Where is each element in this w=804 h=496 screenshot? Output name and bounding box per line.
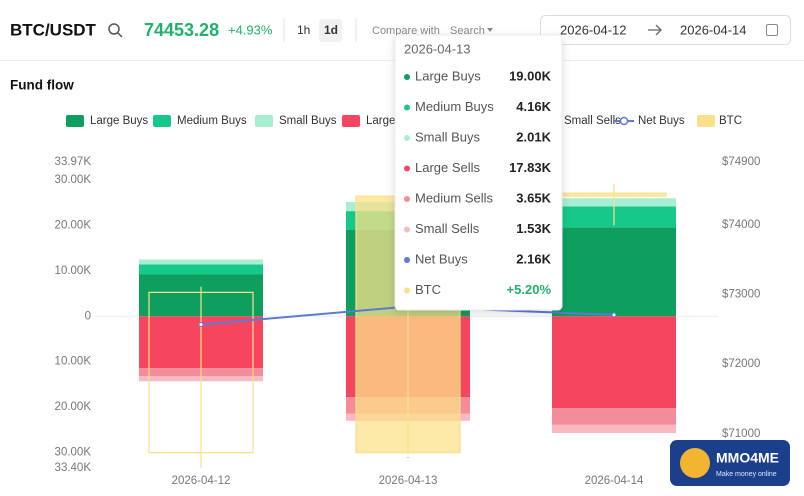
y2-tick-label: $74000 xyxy=(722,219,760,231)
tooltip-name: Medium Buys xyxy=(415,99,494,114)
search-icon[interactable] xyxy=(108,23,120,35)
tooltip-dot xyxy=(404,226,410,233)
end-date[interactable]: 2026-04-14 xyxy=(680,22,747,37)
search-icon-handle xyxy=(117,32,123,38)
legend-label: Medium Buys xyxy=(177,115,247,127)
price-change: +4.93% xyxy=(228,22,273,37)
y2-tick-label: $73000 xyxy=(722,288,760,300)
interval-active-bg xyxy=(319,19,342,42)
tooltip-dot xyxy=(404,196,410,202)
bar-segment xyxy=(139,264,263,275)
date-range[interactable] xyxy=(540,15,791,45)
watermark: MMO4ME Make money online xyxy=(670,440,790,486)
legend-label: Small Sells xyxy=(564,115,621,127)
tooltip-value: 4.16K xyxy=(516,99,551,114)
tooltip-name: Large Buys xyxy=(415,68,481,83)
compare-label: Compare with xyxy=(372,25,440,37)
y-tick-label: 20.00K xyxy=(55,401,92,413)
tooltip-value: 19.00K xyxy=(509,68,552,83)
tooltip-dot xyxy=(404,257,410,263)
y-tick-label: 33.40K xyxy=(55,462,92,474)
y-tick-label: 10.00K xyxy=(55,265,92,277)
y-tick-label: 20.00K xyxy=(55,219,92,231)
legend-label: Large Buys xyxy=(90,115,148,127)
watermark-title: MMO4ME xyxy=(716,450,779,466)
section-title: Fund flow xyxy=(10,78,74,93)
tooltip-dot xyxy=(404,104,410,111)
y2-tick-label: $72000 xyxy=(722,358,760,370)
x-tick-label: 2026-04-12 xyxy=(172,475,231,487)
candle-body xyxy=(148,291,254,454)
tooltip-value: +5.20% xyxy=(507,282,552,297)
tooltip-name: Small Buys xyxy=(415,129,481,144)
bar-segment xyxy=(552,424,676,434)
interval-button[interactable]: 1d xyxy=(324,23,338,37)
y-tick-label: 0 xyxy=(85,310,91,322)
legend-swatch xyxy=(342,115,360,127)
tooltip-value: 17.83K xyxy=(509,160,552,175)
tooltip-dot xyxy=(404,287,410,294)
tooltip-value: 2.01K xyxy=(516,129,551,144)
search-dropdown[interactable]: Search xyxy=(450,25,485,37)
bar-segment xyxy=(552,227,676,317)
legend-swatch xyxy=(153,115,171,127)
tooltip-title: 2026-04-13 xyxy=(404,41,471,56)
legend-swatch xyxy=(66,115,84,127)
tooltip-dot xyxy=(404,165,410,172)
tooltip-dot xyxy=(404,74,410,80)
legend-swatch xyxy=(619,116,629,126)
tooltip-name: BTC xyxy=(415,282,441,297)
calendar-icon[interactable] xyxy=(766,24,778,36)
tooltip-value: 1.53K xyxy=(516,221,551,236)
bar-segment xyxy=(139,259,263,265)
y2-tick-label: $74900 xyxy=(722,156,760,168)
y2-tick-label: $71000 xyxy=(722,428,760,440)
legend-label: Net Buys xyxy=(638,115,685,127)
tooltip: 2026-04-13 Large Buys 19.00K Medium Buys 4.1… xyxy=(394,34,563,311)
tooltip-name: Medium Sells xyxy=(415,190,494,205)
legend-label: BTC xyxy=(719,115,742,127)
price: 74453.28 xyxy=(144,20,219,40)
candle-body xyxy=(561,192,667,197)
y-tick-label: 30.00K xyxy=(55,174,92,186)
watermark-logo xyxy=(680,448,710,478)
bar-segment xyxy=(552,408,676,425)
y-tick-label: 10.00K xyxy=(55,356,92,368)
y-tick-label: 30.00K xyxy=(55,447,92,459)
legend-label: Small Buys xyxy=(279,115,337,127)
arrow xyxy=(648,24,662,36)
legend-swatch xyxy=(255,115,273,127)
tooltip-box xyxy=(394,34,563,311)
tooltip-dot xyxy=(404,135,410,141)
caret xyxy=(487,28,493,32)
tooltip-name: Large Sells xyxy=(415,160,481,175)
y-tick-label: 33.97K xyxy=(55,156,92,168)
interval-button[interactable]: 1h xyxy=(297,23,310,37)
watermark-subtitle: Make money online xyxy=(716,471,777,478)
tooltip-name: Small Sells xyxy=(415,221,480,236)
net-point xyxy=(198,321,204,327)
tooltip-value: 3.65K xyxy=(516,190,551,205)
symbol: BTC/USDT xyxy=(10,20,97,39)
start-date[interactable]: 2026-04-12 xyxy=(560,22,627,37)
net-point xyxy=(611,312,617,318)
x-tick-label: 2026-04-13 xyxy=(379,475,438,487)
legend-swatch xyxy=(697,115,715,127)
x-tick-label: 2026-04-14 xyxy=(585,475,644,487)
tooltip-name: Net Buys xyxy=(415,251,468,266)
tooltip-value: 2.16K xyxy=(516,251,551,266)
bar-segment xyxy=(552,316,676,409)
